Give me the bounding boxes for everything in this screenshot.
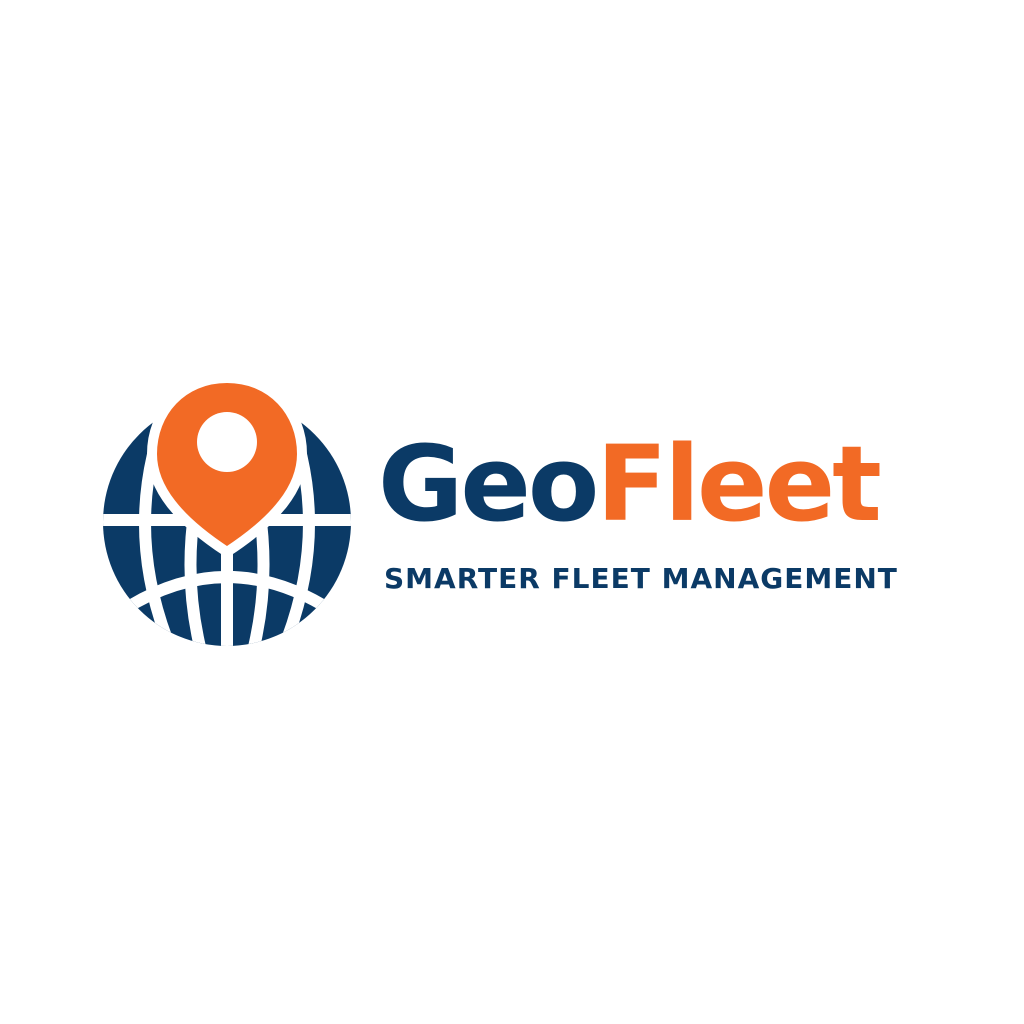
geofleet-logo-mark xyxy=(103,373,351,646)
map-pin-icon xyxy=(147,373,307,557)
brand-name-fleet: Fleet xyxy=(596,423,881,545)
brand-wordmark: GeoFleet xyxy=(378,432,882,536)
brand-tagline: SMARTER FLEET MANAGEMENT xyxy=(384,562,898,595)
brand-name-geo: Geo xyxy=(378,423,599,545)
